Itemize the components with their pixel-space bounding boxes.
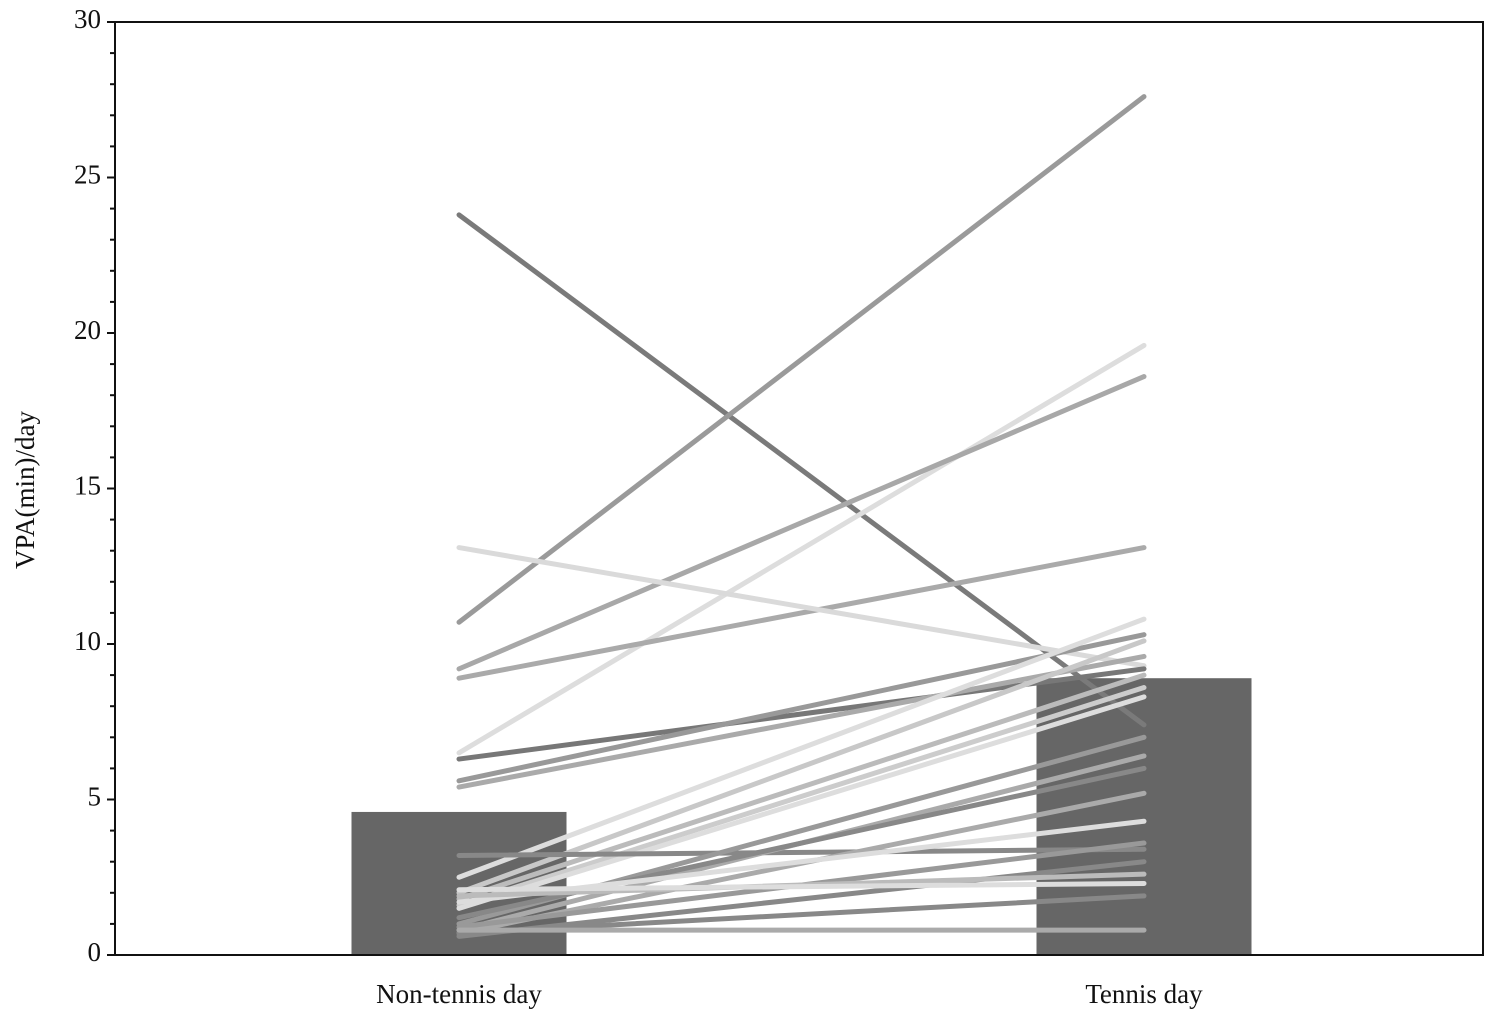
subject-line bbox=[456, 616, 1147, 880]
subject-line bbox=[456, 672, 1147, 902]
subject-line bbox=[456, 638, 1147, 896]
y-tick-label: 15 bbox=[74, 471, 101, 501]
subject-line bbox=[456, 653, 1147, 790]
x-tick-label: Non-tennis day bbox=[376, 979, 542, 1009]
x-tick-label: Tennis day bbox=[1085, 979, 1203, 1009]
y-axis-label: VPA(min)/day bbox=[10, 411, 40, 570]
subject-line bbox=[456, 880, 1147, 893]
subject-line bbox=[456, 545, 1147, 681]
subject-line bbox=[456, 545, 1147, 669]
y-tick-label: 30 bbox=[74, 4, 101, 34]
y-tick-label: 5 bbox=[88, 782, 102, 812]
subject-line bbox=[456, 859, 1147, 939]
subject-line bbox=[456, 632, 1147, 784]
y-tick-label: 25 bbox=[74, 160, 101, 190]
subject-line bbox=[456, 694, 1147, 911]
subject-line bbox=[456, 374, 1147, 672]
y-tick-label: 0 bbox=[88, 937, 102, 967]
subject-line bbox=[456, 212, 1147, 728]
subject-line bbox=[456, 94, 1147, 625]
subject-line bbox=[456, 685, 1147, 908]
subject-line bbox=[456, 846, 1147, 858]
y-tick-label: 10 bbox=[74, 626, 101, 656]
subject-line bbox=[456, 893, 1147, 936]
plot-frame bbox=[114, 21, 1484, 956]
y-tick-label: 20 bbox=[74, 315, 101, 345]
subject-line bbox=[456, 342, 1147, 756]
